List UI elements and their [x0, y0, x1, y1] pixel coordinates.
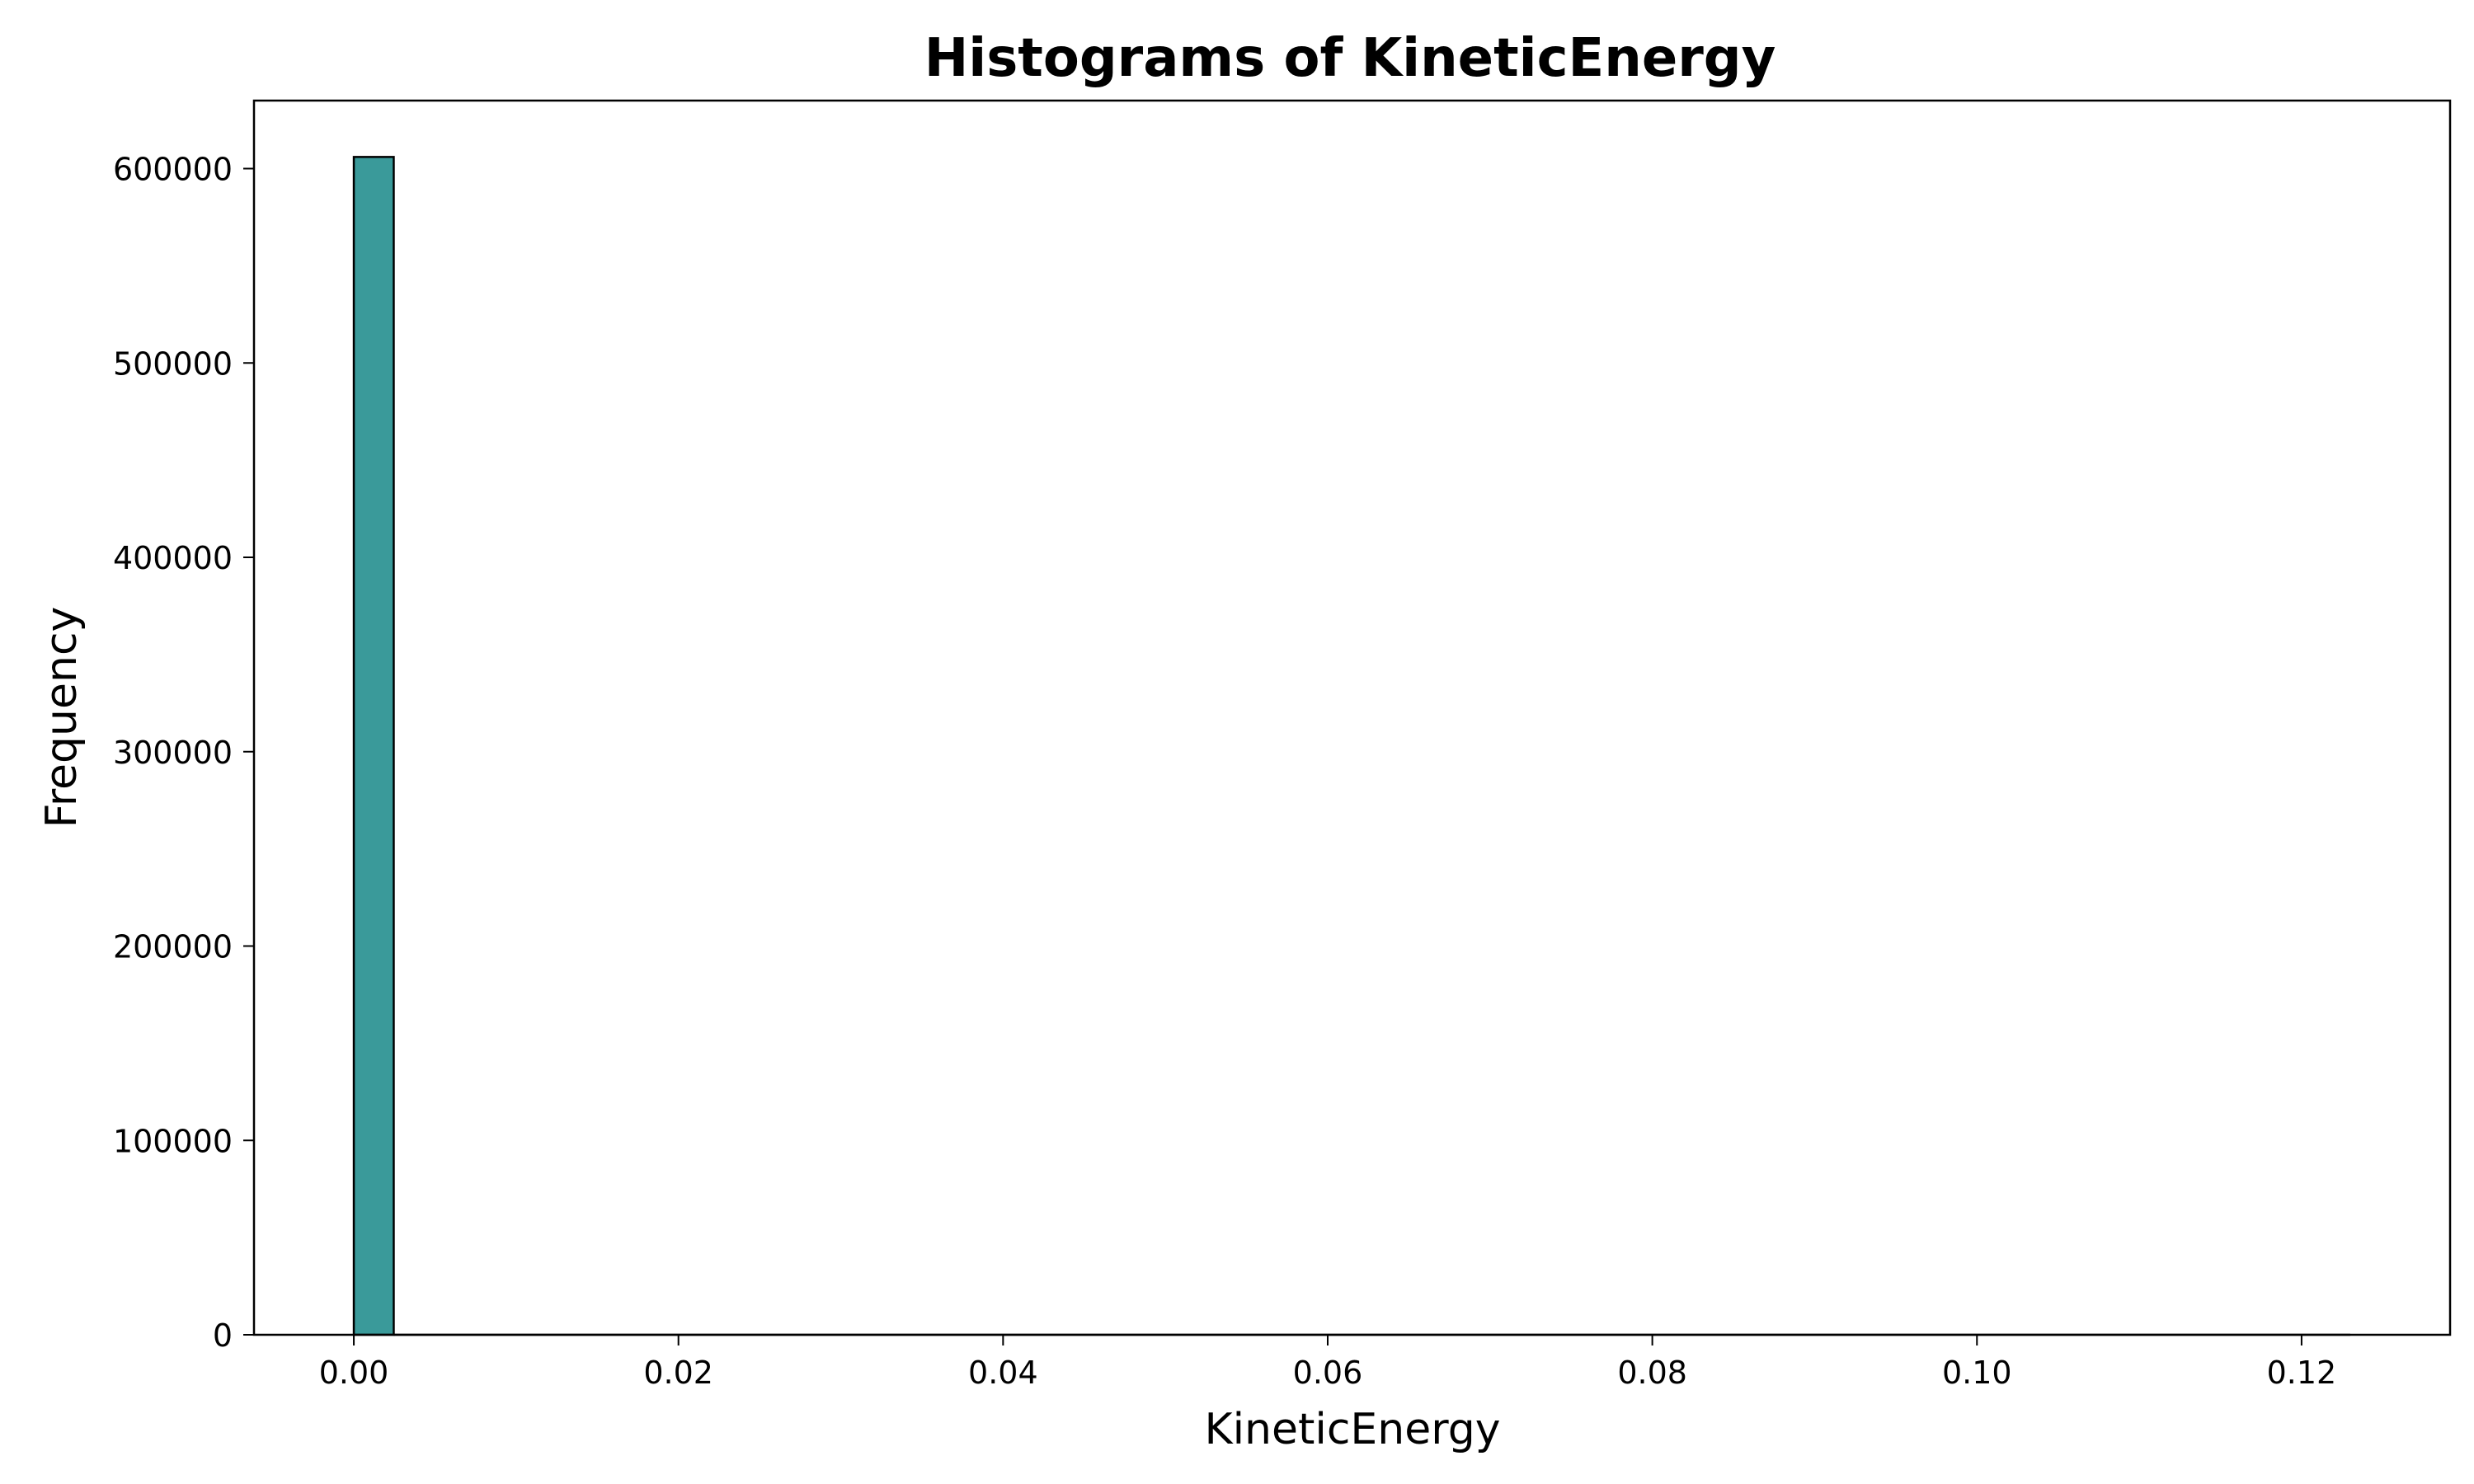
y-tick-label: 500000: [113, 345, 233, 382]
y-tick-label: 200000: [113, 929, 233, 965]
x-axis-ticks: 0.00 0.02 0.04 0.06 0.08 0.10 0.12: [319, 1335, 2336, 1391]
y-tick-label: 300000: [113, 735, 233, 771]
y-axis-ticks: 0 100000 200000 300000 400000 500000 600000: [113, 152, 254, 1354]
chart-title: Histograms of KineticEnergy: [924, 28, 1776, 89]
plot-frame: [252, 99, 2452, 1336]
x-tick-label: 0.06: [1293, 1355, 1363, 1391]
x-tick-label: 0.00: [319, 1355, 389, 1391]
x-axis-label: KineticEnergy: [1205, 1405, 1501, 1454]
bars-layer: [352, 156, 395, 1336]
y-axis-label: Frequency: [37, 607, 87, 829]
x-tick-label: 0.02: [643, 1355, 713, 1391]
x-tick-label: 0.12: [2267, 1355, 2337, 1391]
x-tick-label: 0.10: [1942, 1355, 2012, 1391]
y-tick-label: 0: [213, 1317, 233, 1354]
y-tick-label: 400000: [113, 540, 233, 576]
y-tick-label: 100000: [113, 1123, 233, 1159]
y-tick-label: 600000: [113, 152, 233, 188]
x-tick-label: 0.04: [968, 1355, 1038, 1391]
x-tick-label: 0.08: [1617, 1355, 1687, 1391]
histogram-bar: [352, 156, 395, 1336]
